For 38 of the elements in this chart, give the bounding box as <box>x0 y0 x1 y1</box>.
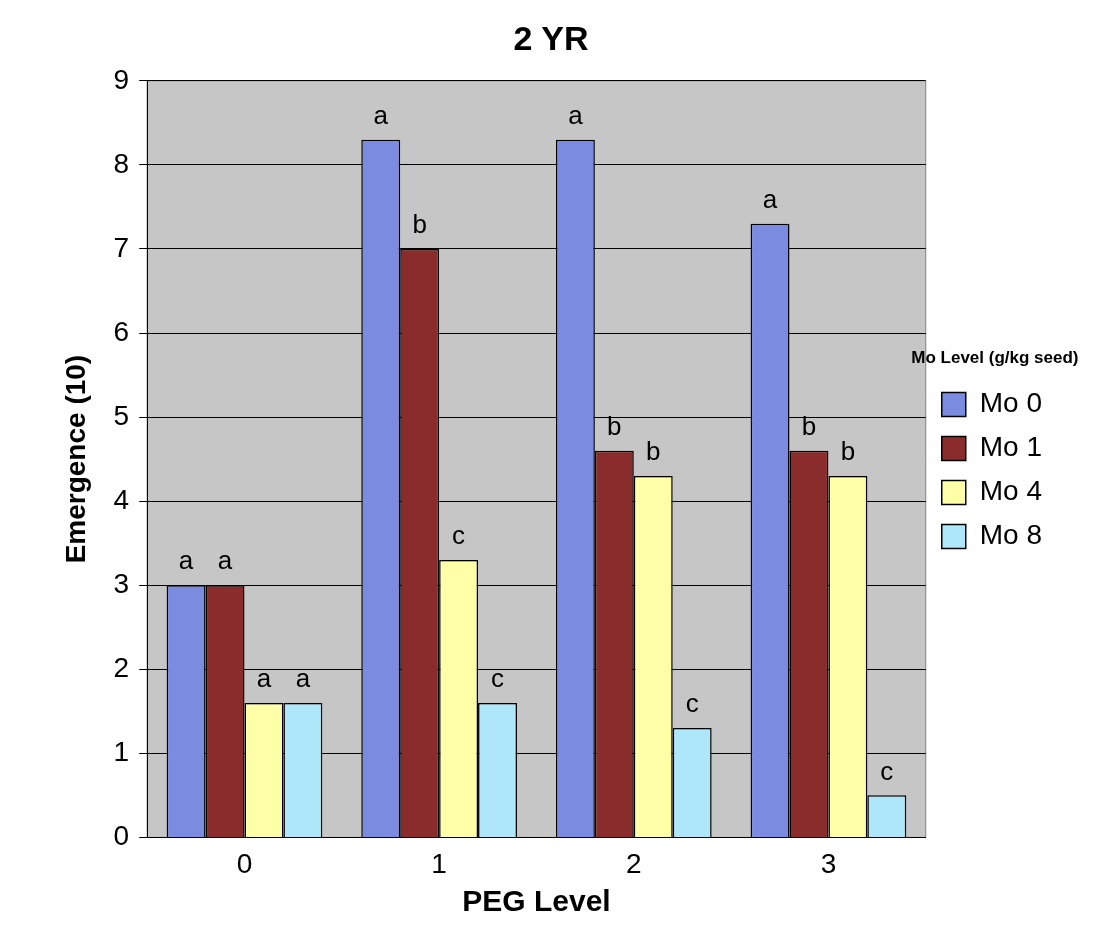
data-label: c <box>880 755 894 786</box>
y-tick-label: 5 <box>113 399 130 431</box>
data-label: a <box>762 183 778 214</box>
x-axis-title: PEG Level <box>462 884 611 918</box>
data-label: c <box>685 688 699 719</box>
data-label: c <box>491 663 505 694</box>
y-tick-label: 3 <box>113 567 130 599</box>
y-tick-label: 2 <box>113 651 130 683</box>
data-label: b <box>412 209 427 240</box>
data-label: a <box>373 99 389 130</box>
legend-label: Mo 1 <box>979 431 1042 463</box>
y-tick-label: 0 <box>113 820 130 852</box>
y-tick-label: 7 <box>113 231 130 263</box>
x-tick-label: 3 <box>820 847 837 879</box>
legend-label: Mo 8 <box>979 519 1042 551</box>
y-tick-label: 6 <box>113 315 130 347</box>
y-tick-label: 1 <box>113 736 130 768</box>
data-label: a <box>568 99 584 130</box>
legend-label: Mo 4 <box>979 475 1042 507</box>
data-label: a <box>256 663 272 694</box>
data-label: b <box>607 410 622 441</box>
legend-label: Mo 0 <box>979 387 1042 419</box>
x-tick-label: 1 <box>431 847 447 879</box>
y-axis-title: Emergence (10) <box>59 354 91 564</box>
data-label: b <box>801 410 817 441</box>
y-tick-label: 4 <box>113 483 130 515</box>
data-label: b <box>646 436 661 467</box>
data-label: c <box>452 520 466 551</box>
y-tick-label: 8 <box>113 147 130 179</box>
data-label: a <box>295 663 311 694</box>
data-label: a <box>178 545 194 576</box>
x-tick-label: 2 <box>626 847 642 879</box>
y-tick-label: 9 <box>113 63 130 95</box>
data-label: b <box>840 436 856 467</box>
x-tick-label: 0 <box>236 847 253 879</box>
chart-title: 2 YR <box>513 18 589 57</box>
legend-title: Mo Level (g/kg seed) <box>911 347 1079 367</box>
data-label: a <box>217 545 233 576</box>
